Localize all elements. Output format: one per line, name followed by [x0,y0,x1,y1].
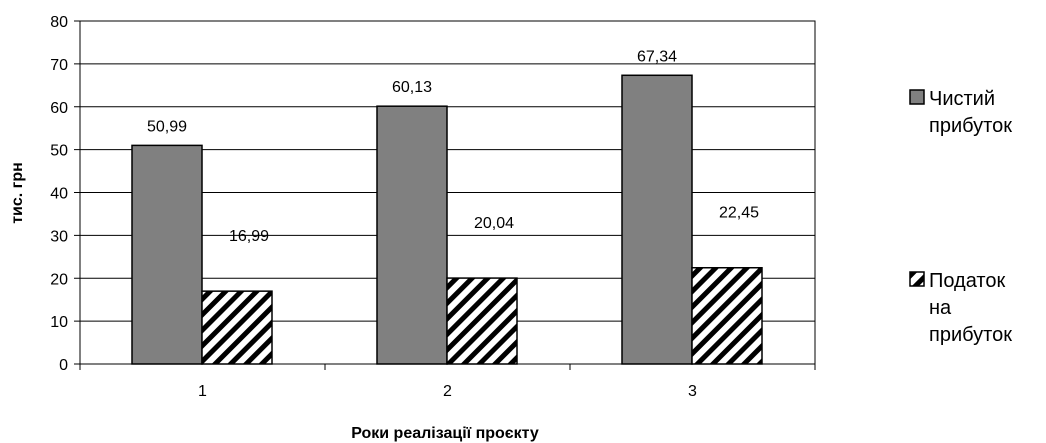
legend-swatch [909,271,925,287]
bar-net-profit [131,144,203,365]
y-tick-label: 50 [50,143,68,160]
x-tick-label: 2 [443,383,452,400]
bar-net-profit [621,74,693,365]
y-tick-label: 60 [50,100,68,117]
y-axis-label: тис. грн [9,162,26,224]
y-tick-label: 70 [50,57,68,74]
plot-area-border [79,20,816,365]
axes [74,20,816,370]
data-label: 50,99 [147,118,187,135]
data-label: 20,04 [474,215,514,232]
x-tick-labels: 1 2 3 [198,383,697,400]
y-tick-label: 20 [50,271,68,288]
bar-net-profit [376,105,448,365]
data-label: 16,99 [229,228,269,245]
bar-income-tax [691,266,763,365]
y-tick-label: 40 [50,186,68,203]
bars [131,74,763,365]
data-label: 67,34 [637,48,677,65]
x-tick-label: 1 [198,383,207,400]
y-tick-label: 10 [50,314,68,331]
data-label: 22,45 [719,205,759,222]
y-tick-labels: 0 10 20 30 40 50 60 70 80 [50,14,68,374]
y-tick-label: 80 [50,14,68,31]
bar-income-tax [201,290,273,365]
x-axis-label: Роки реалізації проєкту [351,425,539,442]
y-tick-label: 30 [50,228,68,245]
bar-income-tax [446,277,518,365]
y-tick-label: 0 [59,357,68,374]
legend: Чистий прибуток Податок на прибуток [909,88,1012,346]
legend-label: Чистий прибуток [929,88,1012,137]
data-label: 60,13 [392,79,432,96]
x-tick-label: 3 [688,383,697,400]
legend-swatch [909,89,925,105]
legend-label: Податок на прибуток [929,270,1012,346]
data-labels: 50,99 16,99 60,13 20,04 67,34 22,45 [147,48,759,245]
